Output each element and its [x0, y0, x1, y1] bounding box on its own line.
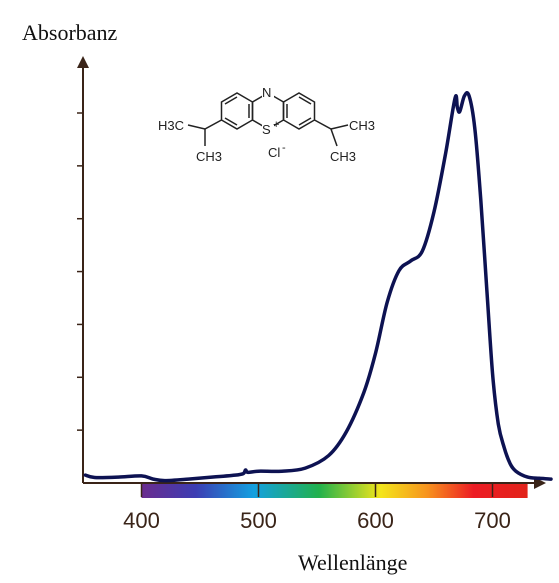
- left-methyl-top-label: H3C: [158, 118, 184, 133]
- right-methyl-bottom-label: CH3: [330, 149, 356, 164]
- absorbance-curve: [83, 91, 553, 483]
- chemical-structure: [187, 92, 349, 147]
- chloride-charge-label: -: [282, 142, 286, 154]
- x-axis-label: Wellenlänge: [298, 550, 407, 575]
- x-tick-label: 500: [240, 508, 277, 533]
- y-ticks: [77, 112, 83, 431]
- left-methyl-bottom-label: CH3: [196, 149, 222, 164]
- sulfur-charge-label: +: [273, 119, 279, 131]
- spectrum-colorbar: [141, 484, 528, 498]
- x-tick-label: 700: [474, 508, 511, 533]
- y-axis-label: Absorbanz: [22, 20, 118, 45]
- right-methyl-top-label: CH3: [349, 118, 375, 133]
- left-benzene-ring: [220, 92, 254, 130]
- right-benzene-ring: [282, 92, 316, 130]
- chloride-label: Cl: [268, 145, 280, 160]
- x-tick-label: 400: [123, 508, 160, 533]
- sulfur-atom-label: S: [262, 122, 271, 137]
- x-ticks: 400 500 600 700: [123, 483, 511, 533]
- x-tick-label: 600: [357, 508, 394, 533]
- nitrogen-atom-label: N: [262, 85, 271, 100]
